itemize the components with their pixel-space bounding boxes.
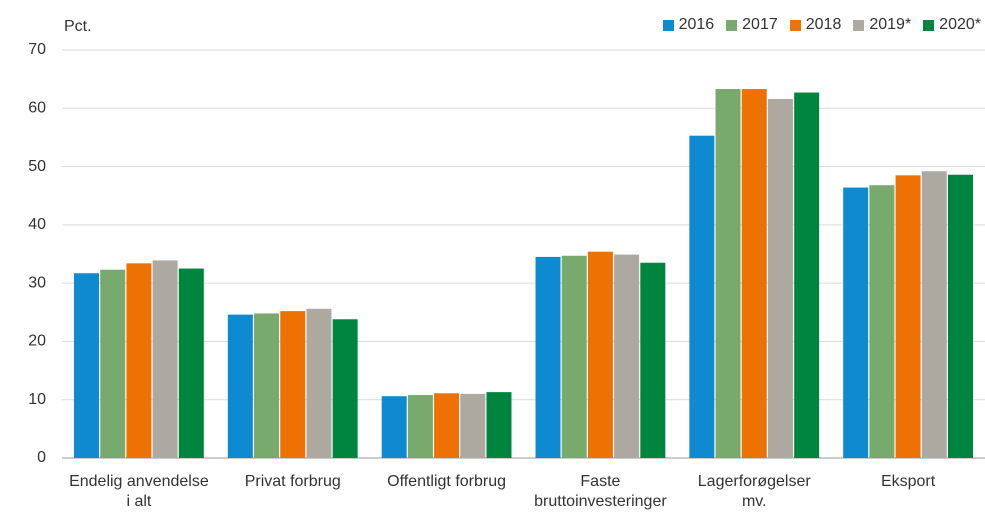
legend-label: 2019* — [869, 16, 912, 33]
bar — [254, 313, 280, 458]
x-tick-label: Endelig anvendelse i alt — [69, 473, 209, 510]
y-tick-label: 0 — [37, 449, 46, 466]
y-tick-label: 40 — [28, 216, 46, 233]
bar — [280, 311, 306, 458]
bar — [381, 396, 407, 458]
legend-swatch — [923, 19, 935, 31]
bar — [561, 255, 587, 458]
y-tick-label: 60 — [28, 100, 46, 117]
x-tick-label: Privat forbrug — [244, 473, 341, 490]
legend-swatch — [789, 19, 801, 31]
legend-swatch — [662, 19, 674, 31]
x-tick-label: Faste bruttoinvesteringer — [534, 473, 667, 510]
bar — [486, 392, 512, 458]
bar — [178, 268, 204, 458]
bar — [227, 314, 253, 458]
legend-item: 2016 — [662, 16, 715, 34]
legend-label: 2018 — [805, 16, 842, 33]
legend-item: 2020* — [923, 16, 981, 34]
bar — [535, 256, 561, 458]
bar — [460, 393, 486, 458]
legend: 2016 2017 2018 2019* 2020* — [662, 16, 981, 34]
bar — [741, 89, 767, 459]
x-tick-label: Eksport — [880, 473, 936, 490]
bar — [100, 269, 126, 458]
bar — [407, 395, 433, 458]
legend-swatch — [853, 19, 865, 31]
bar — [715, 89, 741, 459]
bar — [794, 92, 820, 458]
x-tick-label: Lagerforøgelser mv. — [697, 473, 811, 510]
y-tick-label: 30 — [28, 274, 46, 291]
y-tick-label: 50 — [28, 158, 46, 175]
bar — [921, 171, 947, 458]
bar — [587, 251, 613, 458]
y-tick-label: 20 — [28, 333, 46, 350]
y-tick-label: 10 — [28, 391, 46, 408]
x-tick-label: Offentligt forbrug — [387, 473, 507, 490]
bar — [767, 98, 793, 459]
bar — [74, 273, 100, 458]
y-axis-label: Pct. — [64, 18, 92, 35]
bar — [689, 135, 715, 458]
bar — [640, 262, 666, 458]
legend-label: 2017 — [742, 16, 778, 33]
legend-item: 2018 — [789, 16, 842, 34]
bar — [306, 308, 332, 458]
legend-item: 2017 — [726, 16, 778, 34]
bar — [332, 319, 358, 458]
legend-swatch — [726, 19, 738, 31]
bar — [869, 185, 895, 459]
bar — [434, 393, 460, 458]
bar — [126, 263, 152, 458]
legend-label: 2020* — [939, 16, 981, 33]
bar — [895, 175, 921, 459]
legend-label: 2016 — [678, 16, 715, 33]
bar — [947, 174, 973, 458]
y-tick-label: 70 — [28, 41, 46, 58]
legend-item: 2019* — [853, 16, 911, 34]
bar — [843, 187, 869, 458]
bar — [152, 260, 178, 458]
bar — [614, 254, 640, 458]
